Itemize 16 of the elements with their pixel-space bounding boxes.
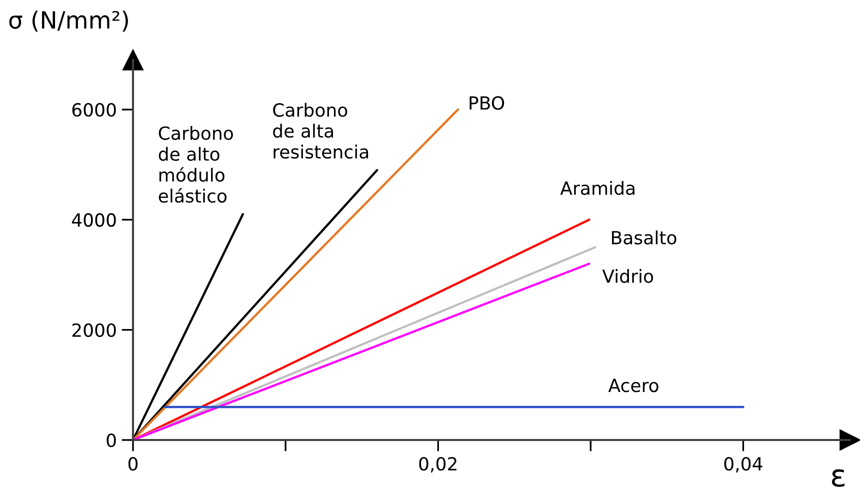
series-label: Basalto (612, 230, 676, 244)
y-tick-label: 2000 (72, 323, 116, 337)
series-label: Vidrio (602, 269, 654, 284)
y-axis-title: σ (N/mm²) (9, 10, 128, 32)
y-tick-label: 6000 (72, 103, 116, 117)
x-tick-label: 0,04 (724, 456, 762, 472)
x-tick-label: 0 (128, 456, 138, 471)
y-tick-label: 4000 (72, 213, 116, 227)
series-label: Carbono de alto módulo elástico (158, 126, 233, 203)
x-tick-label: 0,02 (419, 456, 456, 472)
series-label: Acero (608, 378, 658, 392)
series-label: Carbono de alta resistencia (273, 102, 368, 159)
y-tick-label: 0 (106, 433, 116, 448)
x-axis-title: ε (832, 469, 844, 487)
series-label: Aramida (560, 180, 634, 195)
series-label: PBO (470, 96, 504, 110)
